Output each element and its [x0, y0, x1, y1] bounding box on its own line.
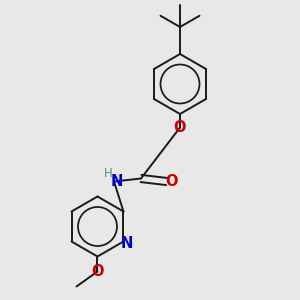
Text: N: N — [120, 236, 133, 250]
Text: O: O — [91, 264, 104, 279]
Text: O: O — [174, 120, 186, 135]
Text: O: O — [166, 174, 178, 189]
Text: N: N — [111, 174, 123, 189]
Text: H: H — [104, 167, 112, 180]
